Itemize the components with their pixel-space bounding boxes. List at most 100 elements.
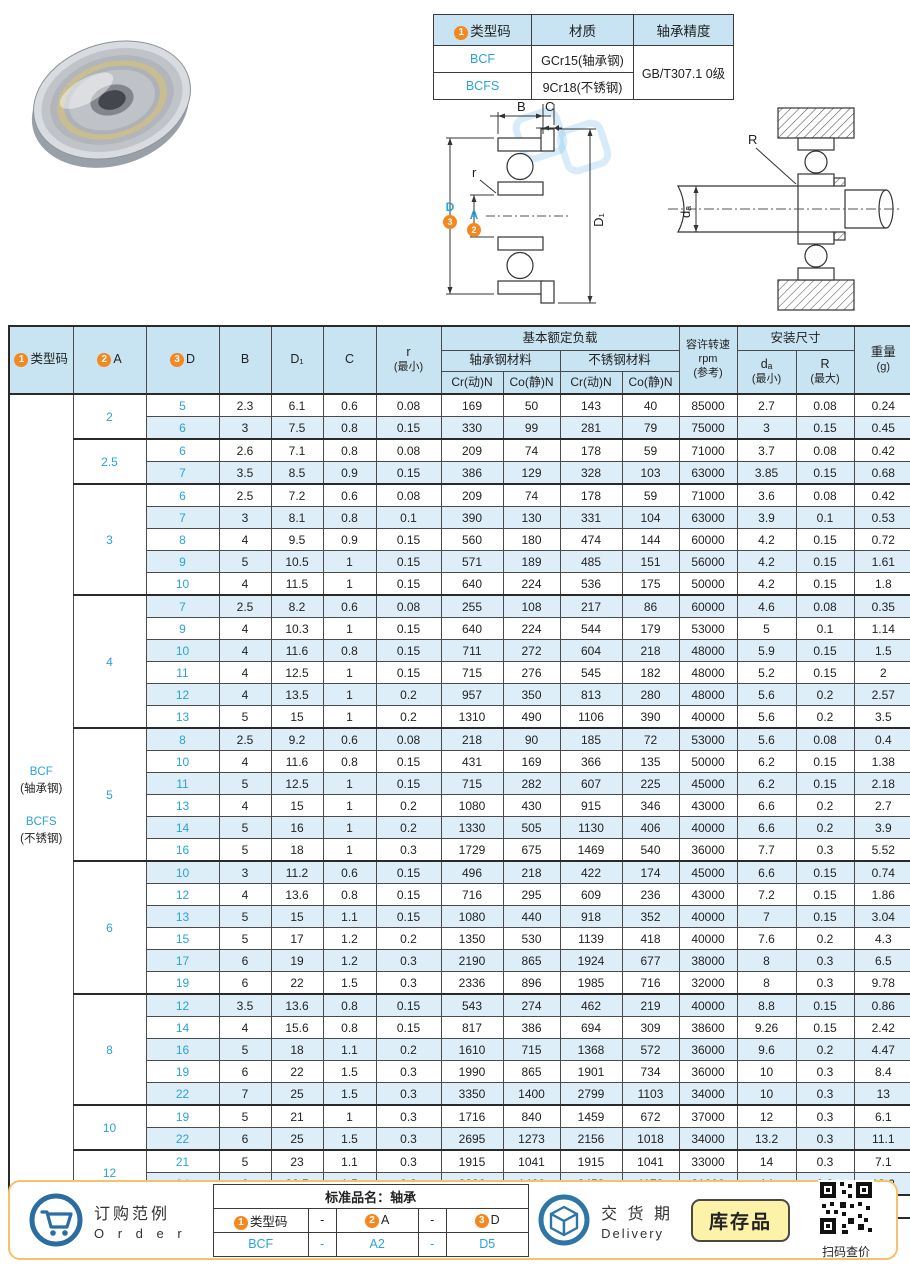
spec-value: 0.15	[795, 661, 855, 684]
spec-value: 45000	[678, 860, 738, 884]
spec-value: 103	[621, 461, 680, 485]
spec-value: 1.2	[322, 949, 377, 972]
col-cr-steel: Cr(动)N	[440, 371, 504, 395]
spec-value: 0.3	[795, 1104, 855, 1128]
table-row: 9 4 10.3 1 0.15 640 224 544 179 53000 5 0.1 1.14	[9, 617, 910, 640]
d-value: 6	[145, 416, 220, 440]
spec-value: 813	[559, 683, 623, 706]
order-ex-d: D5	[445, 1231, 529, 1257]
a-value: 10	[72, 1104, 147, 1151]
spec-value: 56000	[678, 550, 738, 573]
spec-value: 1.2	[322, 927, 377, 950]
qr-code	[818, 1180, 874, 1236]
d-value: 21	[145, 1149, 220, 1173]
spec-value: 0.6	[322, 483, 377, 507]
delivery-box-icon	[538, 1194, 590, 1246]
spec-value: 0.3	[795, 971, 855, 995]
spec-value: 75000	[678, 416, 738, 440]
spec-value: 5	[218, 772, 272, 795]
spec-value: 34000	[678, 1127, 738, 1151]
spec-value: 48000	[678, 661, 738, 684]
spec-value: 1	[322, 683, 377, 706]
spec-value: 0.3	[795, 1127, 855, 1151]
spec-value: 0.8	[322, 506, 377, 529]
spec-value: 4.6	[736, 594, 797, 618]
spec-value: 0.15	[795, 528, 855, 551]
spec-value: 5.9	[736, 639, 797, 662]
spec-value: 0.8	[322, 639, 377, 662]
spec-value: 74	[502, 483, 561, 507]
spec-value: 0.3	[375, 1082, 442, 1106]
spec-value: 40000	[678, 927, 738, 950]
spec-value: 224	[502, 617, 561, 640]
spec-value: 1.86	[853, 883, 910, 906]
spec-value: 63000	[678, 506, 738, 529]
spec-value: 309	[621, 1016, 680, 1039]
spec-value: 0.08	[375, 393, 442, 417]
spec-value: 715	[440, 661, 504, 684]
spec-value: 10.5	[270, 550, 324, 573]
spec-value: 5	[218, 927, 272, 950]
spec-value: 1.1	[322, 1038, 377, 1061]
circle-1-icon: 1	[233, 1215, 248, 1230]
spec-value: 840	[502, 1104, 561, 1128]
spec-value: 865	[502, 1060, 561, 1083]
spec-value: 272	[502, 639, 561, 662]
spec-value: 1459	[559, 1104, 623, 1128]
spec-value: 5.6	[736, 683, 797, 706]
spec-value: 4.2	[736, 550, 797, 573]
table-row: 12 4 13.5 1 0.2 957 350 813 280 48000 5.6 0.2 2.57	[9, 683, 910, 706]
spec-value: 817	[440, 1016, 504, 1039]
spec-value: 1.14	[853, 617, 910, 640]
col-r-min: r (最小)	[375, 325, 442, 395]
d-value: 6	[145, 483, 220, 507]
spec-value: 5.52	[853, 838, 910, 862]
a-value: 2	[72, 393, 147, 440]
spec-value: 8.4	[853, 1060, 910, 1083]
spec-value: 1041	[502, 1149, 561, 1173]
d-value: 5	[145, 393, 220, 417]
spec-value: 3.85	[736, 461, 797, 485]
spec-value: 10	[736, 1060, 797, 1083]
info-header-precision: 轴承精度	[633, 14, 734, 46]
spec-value: 1729	[440, 838, 504, 862]
spec-value: 0.08	[375, 727, 442, 751]
svg-text:dₐ: dₐ	[678, 206, 693, 218]
spec-value: 694	[559, 1016, 623, 1039]
spec-value: 6.2	[736, 750, 797, 773]
spec-value: 536	[559, 572, 623, 596]
spec-value: 0.15	[375, 772, 442, 795]
spec-value: 1	[322, 772, 377, 795]
table-row: 16 5 18 1.1 0.2 1610 715 1368 572 36000 9.6 0.2 4.47	[9, 1038, 910, 1061]
spec-value: 2.5	[218, 483, 272, 507]
spec-value: 1080	[440, 905, 504, 928]
table-row: 10 4 11.6 0.8 0.15 711 272 604 218 48000 5.9 0.15 1.…	[9, 639, 910, 662]
spec-value: 4	[218, 639, 272, 662]
d-value: 14	[145, 816, 220, 839]
col-rpm: 容许转速 rpm (参考)	[678, 325, 738, 395]
table-row: 19 6 22 1.5 0.3 2336 896 1985 716 32000 8 0.3 9.78	[9, 971, 910, 995]
spec-value: 2.6	[218, 438, 272, 462]
spec-value: 4	[218, 528, 272, 551]
svg-text:D: D	[446, 200, 455, 214]
table-row: 15 5 17 1.2 0.2 1350 530 1139 418 40000 7.6 0.2 4.3	[9, 927, 910, 950]
spec-value: 0.2	[795, 794, 855, 817]
spec-value: 0.2	[375, 705, 442, 729]
d-value: 14	[145, 1016, 220, 1039]
spec-value: 505	[502, 816, 561, 839]
spec-value: 1	[322, 661, 377, 684]
spec-value: 143	[559, 393, 623, 417]
d-value: 8	[145, 727, 220, 751]
spec-value: 422	[559, 860, 623, 884]
table-row: 12 21 5 23 1.1 0.3 1915 1041 1915 1041 33000 14 0.3 7…	[9, 1149, 910, 1196]
spec-value: 0.8	[322, 883, 377, 906]
spec-value: 6.1	[853, 1104, 910, 1128]
spec-value: 0.15	[795, 416, 855, 440]
spec-value: 14	[736, 1149, 797, 1173]
spec-value: 0.3	[375, 1060, 442, 1083]
spec-value: 11.6	[270, 639, 324, 662]
spec-value: 11.5	[270, 572, 324, 596]
spec-value: 59	[621, 483, 680, 507]
spec-value: 3.6	[736, 483, 797, 507]
